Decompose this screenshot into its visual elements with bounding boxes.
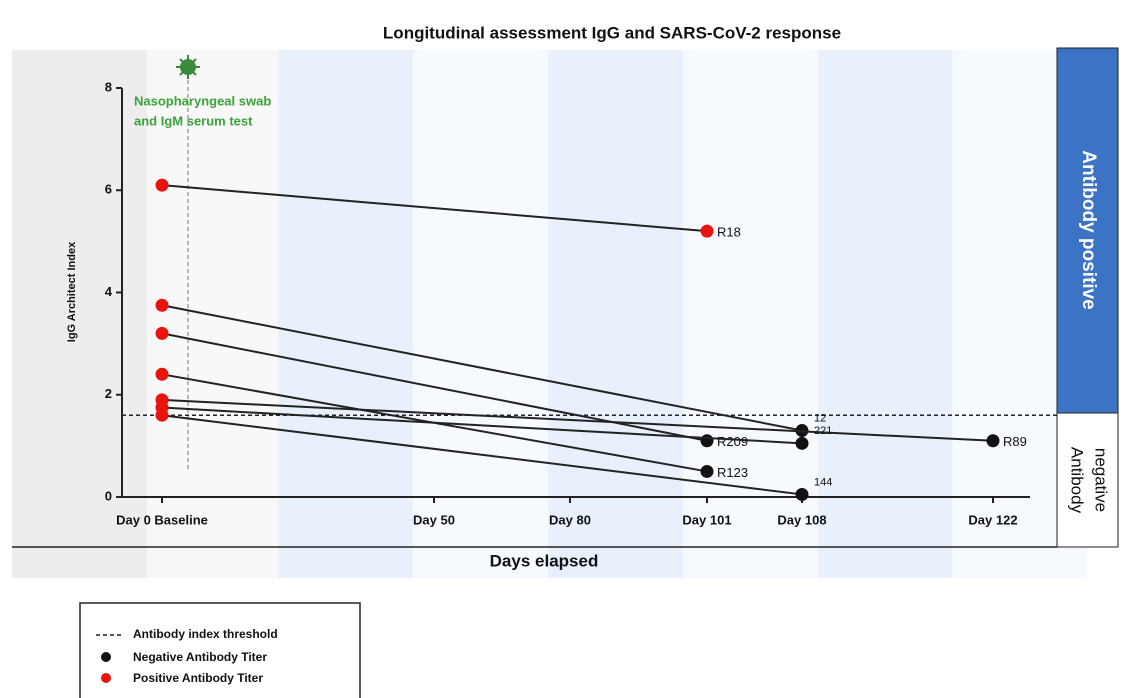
series-line (161, 414, 803, 496)
y-tick-label: 0 (105, 488, 112, 503)
legend-swatch (101, 652, 111, 662)
y-tick-label: 8 (105, 79, 112, 94)
positive-zone (1056, 47, 1119, 414)
x-tick-label: Day 122 (968, 512, 1017, 527)
x-tick-label: Day 50 (413, 512, 455, 527)
series-line (161, 184, 708, 233)
positive-zone-label: Antibody positive (1078, 150, 1099, 309)
x-tick-label: Day 80 (549, 512, 591, 527)
legend-swatch (101, 673, 111, 683)
x-axis-label: Days elapsed (490, 551, 599, 570)
series-line (161, 406, 803, 445)
data-point (795, 487, 809, 501)
negative-zone-label: Antibody (1068, 447, 1087, 514)
series-line (161, 304, 803, 432)
series-label: R18 (717, 225, 741, 240)
data-point (155, 298, 169, 312)
series-line (161, 398, 994, 442)
data-point (155, 367, 169, 381)
x-tick-label: Day 0 Baseline (116, 512, 208, 527)
series-label: 144 (814, 476, 832, 488)
series-label: R89 (1003, 434, 1027, 449)
annotation: and IgM serum test (134, 113, 253, 128)
background-bands (12, 50, 1087, 578)
series-label: 12 (814, 412, 826, 424)
series-label: R209 (717, 434, 748, 449)
annotation: Nasopharyngeal swab (134, 93, 271, 108)
data-point (155, 178, 169, 192)
y-axis-label: IgG Architect Index (66, 241, 78, 342)
series-label: R123 (717, 465, 748, 480)
chart-title: Longitudinal assessment IgG and SARS-CoV… (383, 23, 841, 42)
data-point (986, 434, 1000, 448)
legend-box (79, 602, 361, 698)
virus-icon (176, 55, 200, 79)
y-tick-label: 2 (105, 386, 112, 401)
data-point (700, 224, 714, 238)
data-point (155, 326, 169, 340)
x-tick-label: Day 101 (682, 512, 731, 527)
y-tick-label: 6 (105, 182, 112, 197)
series-label: 221 (814, 425, 832, 437)
y-tick-label: 4 (105, 284, 113, 299)
legend-label: Negative Antibody Titer (133, 650, 267, 664)
legend-label: Positive Antibody Titer (133, 671, 263, 685)
x-tick-label: Day 108 (777, 512, 826, 527)
legend-label: Antibody index threshold (133, 627, 278, 641)
negative-zone (1056, 412, 1119, 548)
data-point (155, 408, 169, 422)
data-point (700, 464, 714, 478)
data-point (795, 436, 809, 450)
negative-zone-label: negative (1092, 448, 1111, 512)
data-point (700, 434, 714, 448)
